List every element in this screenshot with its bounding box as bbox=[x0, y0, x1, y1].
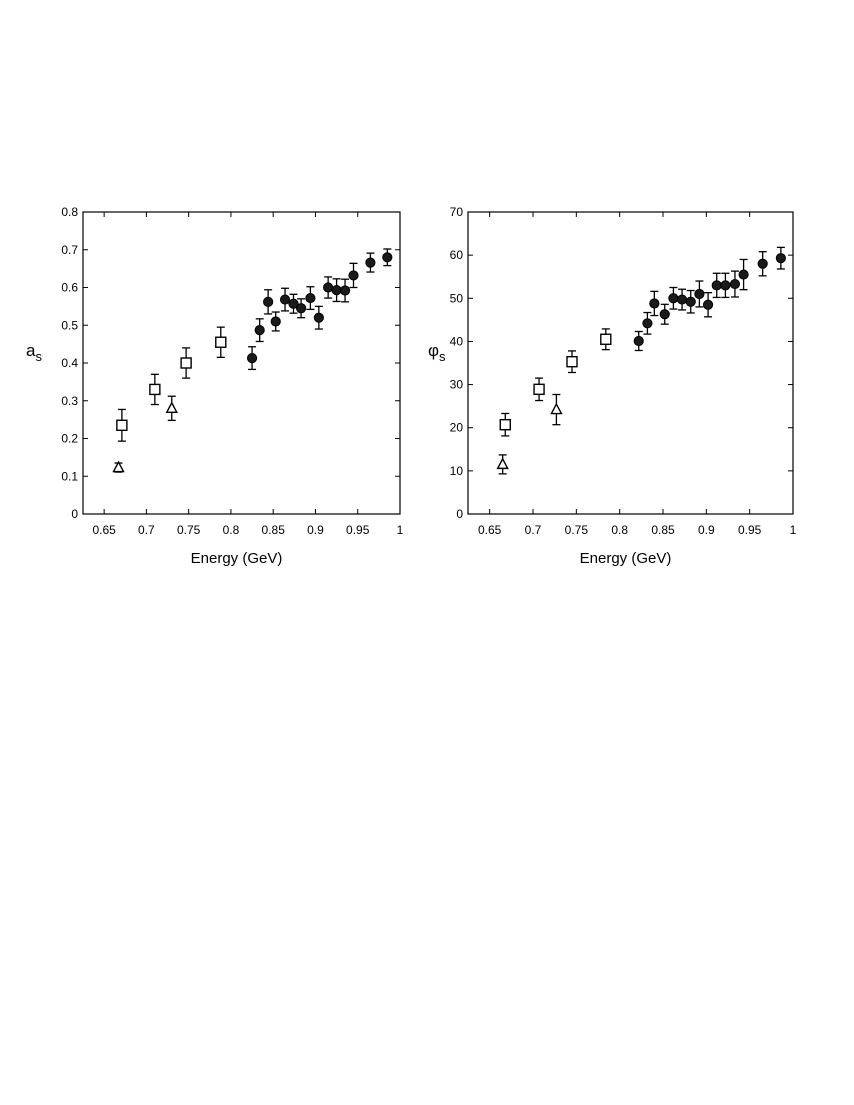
data-point-circle bbox=[775, 253, 786, 264]
y-tick-label: 40 bbox=[450, 334, 464, 348]
x-tick-label: 1 bbox=[397, 523, 404, 537]
x-tick-label: 0.7 bbox=[138, 523, 155, 537]
y-tick-label: 10 bbox=[450, 464, 464, 478]
y-tick-label: 0 bbox=[71, 507, 78, 521]
data-point-circle bbox=[642, 318, 653, 329]
data-point-square bbox=[116, 419, 128, 431]
data-point-square bbox=[566, 356, 578, 368]
chart-phase: 0.65 0.7 0.75 0.8 0.85 0.9 0.95 101020304050607… bbox=[428, 205, 797, 567]
y-axis-label-main: φ bbox=[428, 341, 439, 360]
y-tick-label: 0.8 bbox=[61, 205, 78, 219]
x-tick-label: 0.85 bbox=[651, 523, 675, 537]
data-point-square bbox=[600, 333, 612, 345]
data-point-circle bbox=[339, 285, 351, 296]
y-tick-label: 0 bbox=[456, 507, 463, 521]
x-tick-label: 0.65 bbox=[92, 523, 116, 537]
y-tick-label: 30 bbox=[450, 378, 464, 392]
data-point-circle bbox=[313, 312, 324, 323]
data-point-circle bbox=[331, 285, 342, 296]
y-tick-label: 0.3 bbox=[61, 394, 78, 408]
x-tick-label: 0.85 bbox=[262, 523, 286, 537]
data-point-circle bbox=[348, 270, 359, 281]
data-point-circle bbox=[270, 316, 281, 327]
x-tick-label: 1 bbox=[790, 523, 797, 537]
data-point-triangle bbox=[112, 460, 125, 473]
data-point-circle bbox=[254, 325, 265, 336]
data-point-circle bbox=[633, 335, 644, 347]
x-tick-label: 0.95 bbox=[738, 523, 762, 537]
y-tick-label: 0.7 bbox=[61, 243, 78, 257]
x-tick-label: 0.65 bbox=[478, 523, 502, 537]
plot-frame bbox=[82, 211, 401, 515]
data-point-circle bbox=[323, 282, 334, 293]
data-point-circle bbox=[659, 309, 670, 320]
y-axis-label: as bbox=[26, 341, 42, 364]
data-point-circle bbox=[694, 288, 705, 300]
data-point-circle bbox=[279, 294, 291, 305]
data-point-square bbox=[149, 383, 161, 396]
y-tick-label: 70 bbox=[450, 205, 464, 219]
y-axis-label-subscript: s bbox=[35, 349, 42, 364]
y-axis-label-main: a bbox=[26, 341, 36, 360]
y-tick-label: 50 bbox=[450, 291, 464, 305]
x-tick-label: 0.7 bbox=[525, 523, 542, 537]
data-point-circle bbox=[305, 292, 316, 304]
plot-frame bbox=[467, 211, 794, 515]
x-axis-label: Energy (GeV) bbox=[580, 550, 672, 567]
data-point-circle bbox=[365, 257, 376, 268]
data-point-circle bbox=[288, 298, 299, 309]
y-tick-label: 0.5 bbox=[61, 318, 78, 332]
data-point-square bbox=[180, 357, 192, 369]
x-tick-label: 0.9 bbox=[307, 523, 324, 537]
y-axis-label: φs bbox=[428, 341, 446, 364]
data-point-circle bbox=[676, 294, 688, 305]
x-tick-label: 0.9 bbox=[698, 523, 715, 537]
y-tick-label: 0.1 bbox=[61, 469, 78, 483]
y-tick-label: 60 bbox=[450, 248, 464, 262]
x-tick-label: 0.8 bbox=[223, 523, 240, 537]
x-tick-label: 0.95 bbox=[346, 523, 370, 537]
data-point-circle bbox=[729, 278, 741, 290]
chart-amplitude: 0.65 0.7 0.75 0.8 0.85 0.9 0.95 1 0 0.1 0.2 0.3 0.4 0… bbox=[26, 205, 404, 567]
data-point-circle bbox=[720, 280, 731, 291]
x-axis-label: Energy (GeV) bbox=[191, 550, 283, 567]
data-point-circle bbox=[757, 258, 768, 269]
y-tick-label: 0.2 bbox=[61, 432, 78, 446]
y-tick-label: 0.4 bbox=[61, 356, 78, 370]
data-point-circle bbox=[711, 280, 722, 291]
data-point-circle bbox=[685, 296, 696, 307]
data-point-triangle bbox=[550, 402, 563, 415]
data-point-circle bbox=[649, 298, 660, 309]
data-point-circle bbox=[668, 293, 679, 304]
x-tick-label: 0.75 bbox=[565, 523, 589, 537]
x-tick-label: 0.75 bbox=[177, 523, 201, 537]
y-tick-label: 0.6 bbox=[61, 281, 78, 295]
y-tick-label: 20 bbox=[450, 421, 464, 435]
data-point-square bbox=[215, 336, 227, 348]
data-point-triangle bbox=[165, 401, 178, 413]
data-point-square bbox=[499, 418, 511, 431]
y-axis-label-subscript: s bbox=[439, 349, 446, 364]
data-point-triangle bbox=[496, 457, 509, 470]
data-point-circle bbox=[702, 299, 714, 310]
data-point-circle bbox=[263, 296, 274, 307]
x-tick-label: 0.8 bbox=[611, 523, 628, 537]
data-point-circle bbox=[246, 352, 258, 364]
data-point-circle bbox=[382, 252, 393, 263]
data-point-circle bbox=[738, 269, 749, 280]
data-point-square bbox=[533, 383, 545, 396]
data-point-circle bbox=[295, 303, 307, 314]
